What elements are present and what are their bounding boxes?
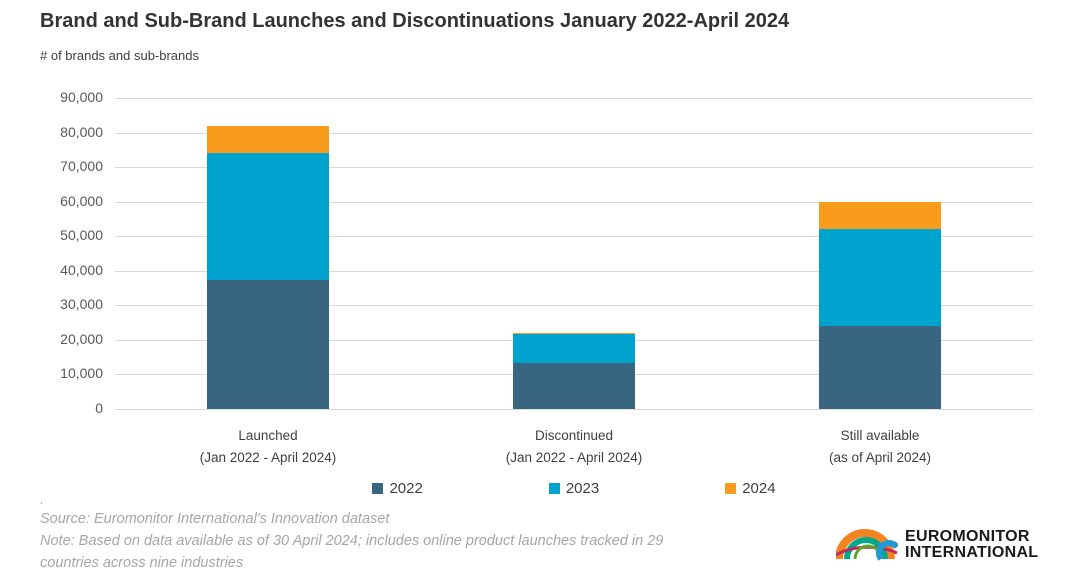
logo-text-line2: INTERNATIONAL (905, 544, 1039, 561)
gridline (115, 201, 1033, 203)
y-tick-label: 50,000 (60, 227, 103, 244)
legend-swatch-2024 (725, 483, 737, 494)
y-tick-label: 60,000 (60, 192, 103, 209)
note-text-line1: Note: Based on data available as of 30 A… (40, 533, 664, 549)
bar-segment-2023-discontinued (513, 334, 635, 363)
chart-footer: . Source: Euromonitor International's In… (40, 494, 663, 574)
legend-label: 2022 (389, 480, 423, 497)
bar-segment-2024-still-available (819, 201, 941, 229)
bar-segment-2022-discontinued (513, 362, 635, 409)
legend-item-2023: 2023 (548, 480, 600, 497)
gridline (115, 167, 1033, 169)
bar-segment-2022-still-available (819, 326, 941, 409)
x-category-label: Still available (as of April 2024) (727, 425, 1033, 469)
logo-text: EUROMONITOR INTERNATIONAL (905, 527, 1039, 562)
legend-label: 2024 (742, 480, 776, 497)
x-category-label-sub: (as of April 2024) (828, 450, 932, 465)
x-category-label-sub: (Jan 2022 - April 2024) (505, 450, 643, 465)
gridline (115, 409, 1033, 410)
x-category-label-main: Launched (238, 428, 298, 443)
bar-segment-2022-launched (207, 279, 329, 409)
gridline (115, 132, 1033, 134)
stacked-bar-chart: 0 10,000 20,000 30,000 40,000 50,000 60,000 70,… (60, 89, 1033, 469)
bar-segment-2023-still-available (819, 228, 941, 327)
chart-title: Brand and Sub-Brand Launches and Discont… (40, 10, 790, 32)
bar-segment-2024-discontinued (513, 332, 635, 335)
x-category-label-main: Discontinued (534, 428, 614, 443)
x-category-label: Discontinued (Jan 2022 - April 2024) (421, 425, 727, 469)
y-tick-label: 80,000 (60, 123, 103, 140)
bar-segment-2023-launched (207, 153, 329, 280)
euromonitor-logo: EUROMONITOR INTERNATIONAL (836, 524, 1038, 566)
x-category-label-sub: (Jan 2022 - April 2024) (199, 450, 337, 465)
gridline (115, 236, 1033, 238)
gridline (115, 270, 1033, 272)
plot-area (115, 98, 1033, 410)
source-text: Source: Euromonitor International's Inno… (40, 511, 390, 527)
y-tick-label: 20,000 (60, 330, 103, 347)
y-tick-label: 0 (95, 400, 103, 416)
logo-text-line1: EUROMONITOR (905, 527, 1030, 545)
footer-dot: . (40, 495, 44, 507)
legend-label: 2023 (565, 480, 600, 497)
y-tick-label: 10,000 (60, 365, 103, 382)
legend-item-2022: 2022 (372, 480, 423, 497)
x-category-label-main: Still available (840, 428, 920, 443)
y-tick-label: 40,000 (60, 261, 103, 278)
y-tick-label: 30,000 (60, 296, 103, 313)
x-category-label: Launched (Jan 2022 - April 2024) (115, 425, 421, 469)
bar-segment-2024-launched (207, 125, 329, 154)
chart-legend: 2022 2023 2024 (115, 480, 1033, 497)
chart-subtitle: # of brands and sub-brands (40, 48, 199, 63)
y-tick-label: 70,000 (60, 158, 103, 175)
legend-swatch-2023 (548, 483, 560, 494)
legend-swatch-2022 (372, 483, 384, 494)
note-text-line2: countries across nine industries (40, 555, 244, 571)
euromonitor-logo-mark (836, 529, 898, 561)
legend-item-2024: 2024 (725, 480, 776, 497)
gridline (115, 98, 1033, 99)
gridline (115, 305, 1033, 307)
y-tick-label: 90,000 (60, 89, 103, 105)
